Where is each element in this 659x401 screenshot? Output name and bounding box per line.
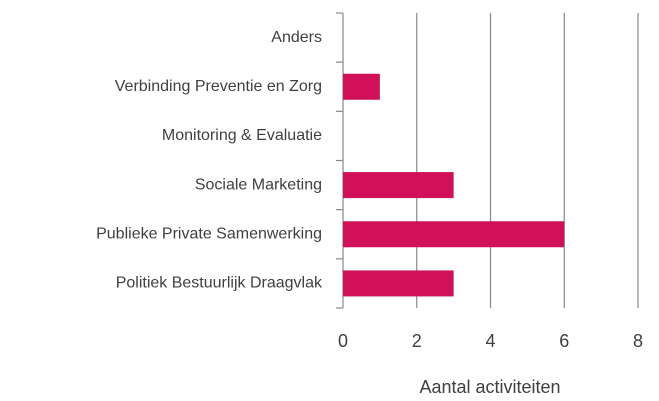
y-tick-label: Publieke Private Samenwerking (96, 225, 322, 242)
bar (343, 172, 454, 199)
y-tick-label: Politiek Bestuurlijk Draagvlak (116, 275, 323, 292)
x-tick-label: 0 (338, 331, 348, 351)
x-tick-label: 8 (633, 331, 643, 351)
y-tick-label: Verbinding Preventie en Zorg (115, 78, 322, 95)
y-tick-label: Anders (271, 29, 322, 46)
x-axis-label: Aantal activiteiten (419, 377, 560, 397)
bar (343, 221, 565, 248)
y-tick-label: Sociale Marketing (195, 176, 322, 193)
x-tick-label: 4 (485, 331, 495, 351)
bar (343, 73, 380, 100)
x-tick-label: 6 (559, 331, 569, 351)
y-tick-label: Monitoring & Evaluatie (162, 127, 322, 144)
x-tick-label: 2 (412, 331, 422, 351)
bar (343, 270, 454, 297)
